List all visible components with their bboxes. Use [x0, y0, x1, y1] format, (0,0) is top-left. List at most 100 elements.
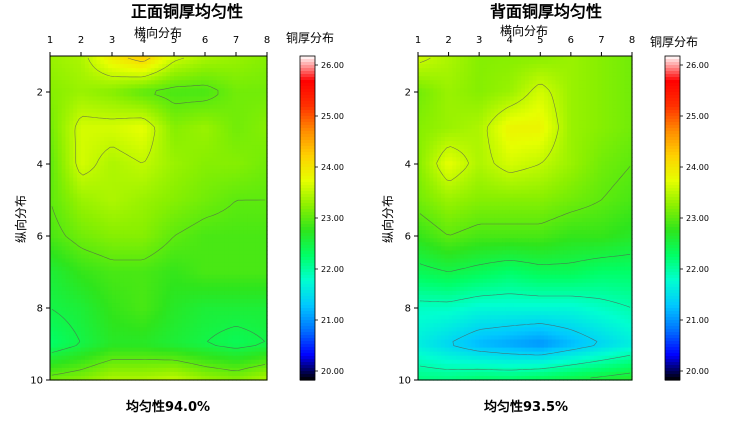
front-heatmap-cell	[119, 242, 125, 247]
front-heatmap-cell	[208, 262, 214, 268]
front-heatmap-cell	[232, 68, 237, 73]
front-heatmap-cell	[104, 145, 109, 150]
front-x-tick-label: 8	[264, 35, 270, 46]
front-heatmap-cell	[247, 96, 253, 102]
back-heatmap-cell	[479, 72, 484, 77]
front-heatmap-cell	[84, 213, 90, 219]
front-heatmap-cell	[146, 201, 152, 207]
front-heatmap-cell	[224, 100, 229, 106]
front-heatmap-cell	[96, 201, 101, 207]
front-heatmap-cell	[69, 343, 74, 349]
front-heatmap-cell	[255, 222, 260, 227]
front-heatmap-cell	[115, 246, 121, 251]
front-heatmap-cell	[251, 262, 256, 268]
front-heatmap-cell	[53, 60, 59, 65]
front-heatmap-cell	[88, 197, 94, 203]
front-x-tick-label: 7	[233, 35, 239, 46]
front-heatmap-cell	[65, 367, 70, 373]
front-heatmap-cell	[57, 307, 63, 312]
front-heatmap-cell	[150, 149, 156, 154]
front-heatmap-cell	[243, 141, 249, 146]
front-heatmap-cell	[50, 238, 55, 243]
front-heatmap-cell	[123, 84, 129, 89]
front-heatmap-cell	[193, 205, 198, 211]
front-heatmap-cell	[57, 213, 63, 219]
front-heatmap-cell	[112, 359, 117, 365]
back-heatmap-cell	[486, 64, 492, 69]
front-heatmap-cell	[259, 343, 264, 349]
front-heatmap-cell	[84, 64, 90, 69]
front-heatmap-cell	[236, 371, 241, 377]
front-heatmap-cell	[119, 347, 125, 353]
front-heatmap-cell	[224, 323, 229, 328]
front-heatmap-cell	[166, 100, 171, 106]
back-heatmap-cell	[628, 68, 633, 73]
front-heatmap-cell	[247, 56, 253, 61]
front-heatmap-cell	[119, 290, 125, 296]
front-heatmap-cell	[81, 339, 86, 345]
front-heatmap-cell	[201, 367, 206, 373]
front-heatmap-cell	[166, 84, 171, 89]
front-heatmap-cell	[236, 185, 241, 191]
front-heatmap-cell	[220, 124, 225, 130]
front-heatmap-cell	[119, 84, 125, 89]
front-heatmap-cell	[228, 258, 233, 264]
front-heatmap-cell	[201, 169, 206, 175]
front-heatmap-cell	[263, 112, 268, 118]
front-heatmap-cell	[259, 278, 264, 284]
front-heatmap-cell	[239, 84, 245, 89]
front-heatmap-cell	[88, 222, 94, 227]
front-heatmap-cell	[154, 218, 160, 223]
front-heatmap-cell	[131, 315, 136, 320]
front-heatmap-cell	[112, 299, 117, 304]
front-colorbar-segment	[300, 140, 315, 144]
front-heatmap-cell	[232, 335, 237, 341]
front-heatmap-cell	[232, 76, 237, 81]
front-heatmap-cell	[162, 120, 167, 126]
front-heatmap-cell	[104, 68, 109, 73]
front-heatmap-cell	[131, 92, 136, 98]
front-heatmap-cell	[143, 201, 148, 207]
front-heatmap-cell	[57, 266, 63, 272]
front-heatmap-cell	[104, 234, 109, 239]
front-heatmap-cell	[92, 246, 98, 251]
front-heatmap-cell	[146, 213, 152, 219]
back-heatmap-cell	[612, 64, 618, 69]
front-heatmap-cell	[224, 60, 229, 65]
front-heatmap-cell	[81, 222, 86, 227]
front-heatmap-cell	[112, 157, 117, 162]
front-heatmap-cell	[143, 319, 148, 324]
front-heatmap-cell	[61, 161, 67, 166]
front-heatmap-cell	[115, 72, 121, 77]
front-heatmap-cell	[123, 88, 129, 94]
front-heatmap-cell	[239, 185, 245, 191]
front-heatmap-cell	[174, 201, 179, 207]
front-heatmap-cell	[239, 359, 245, 365]
front-heatmap-cell	[53, 145, 59, 150]
front-heatmap-cell	[255, 201, 260, 207]
front-heatmap-cell	[127, 226, 132, 231]
front-heatmap-cell	[146, 205, 152, 211]
front-heatmap-cell	[247, 157, 253, 162]
front-heatmap-cell	[220, 141, 225, 146]
front-heatmap-cell	[220, 149, 225, 154]
front-heatmap-cell	[150, 104, 156, 110]
front-heatmap-cell	[243, 153, 249, 158]
front-heatmap-cell	[53, 88, 59, 94]
front-heatmap-cell	[150, 141, 156, 146]
front-heatmap-cell	[53, 213, 59, 219]
front-heatmap-cell	[224, 339, 229, 345]
front-heatmap-cell	[53, 242, 59, 247]
front-heatmap-cell	[65, 226, 70, 231]
front-heatmap-cell	[65, 161, 70, 166]
front-heatmap-cell	[73, 161, 78, 166]
front-heatmap-cell	[166, 112, 171, 118]
front-heatmap-cell	[53, 250, 59, 256]
front-heatmap-cell	[84, 222, 90, 227]
front-heatmap-cell	[108, 375, 113, 381]
front-heatmap-cell	[88, 246, 94, 251]
front-heatmap-cell	[228, 218, 233, 223]
front-heatmap-cell	[158, 189, 163, 195]
front-heatmap-cell	[185, 339, 191, 345]
front-heatmap-cell	[162, 315, 167, 320]
